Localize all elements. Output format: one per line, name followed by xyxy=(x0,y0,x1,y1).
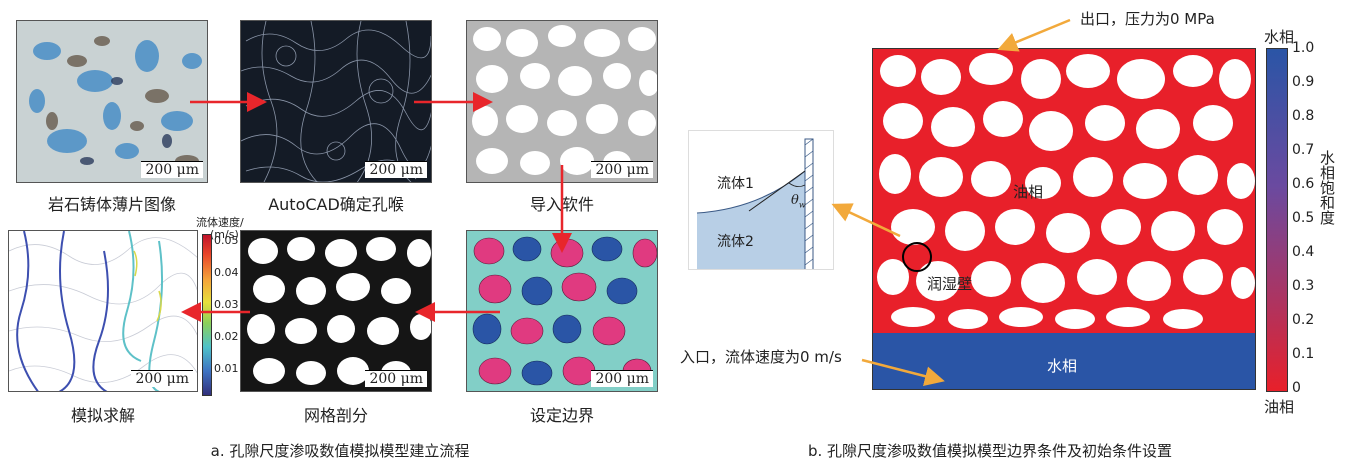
saturation-tick: 0.8 xyxy=(1292,108,1315,124)
velocity-tick: 0.02 xyxy=(214,330,239,343)
saturation-tick: 0.5 xyxy=(1292,210,1315,226)
fluid2-label: 流体2 xyxy=(717,234,754,250)
fluid1-label: 流体1 xyxy=(717,176,754,192)
saturation-tick: 0.7 xyxy=(1292,142,1315,158)
thin-section-panel: 200 μm xyxy=(16,20,208,183)
oil-phase-label: 油相 xyxy=(1013,183,1044,201)
panel-label-mesh: 网格剖分 xyxy=(303,406,368,425)
mesh-panel: 200 μm xyxy=(240,230,432,392)
scale-bar: 200 μm xyxy=(365,161,427,178)
panel-label-boundary: 设定边界 xyxy=(529,406,594,425)
caption-left: a. 孔隙尺度渗吸数值模拟模型建立流程 xyxy=(210,442,470,460)
saturation-tick: 0.3 xyxy=(1292,278,1315,294)
velocity-colorbar-title: 流体速度/ xyxy=(196,216,244,229)
saturation-tick: 0.1 xyxy=(1292,346,1315,362)
saturation-tick: 0.6 xyxy=(1292,176,1315,192)
contact-angle-diagram xyxy=(696,138,814,269)
saturation-colorbar-top: 水相 xyxy=(1264,28,1295,46)
scale-bar: 200 μm xyxy=(141,161,203,178)
velocity-colorbar-unit: (m/s) xyxy=(210,228,239,241)
water-phase-label: 水相 xyxy=(1047,357,1078,375)
simulation-panel: 200 μm xyxy=(8,230,198,392)
theta-label: θw xyxy=(791,193,806,210)
scale-bar: 200 μm xyxy=(591,370,653,387)
scale-bar: 200 μm xyxy=(591,161,653,178)
velocity-tick: 0.03 xyxy=(214,298,239,311)
initial-saturation-field xyxy=(873,49,1255,389)
panel-label-autocad: AutoCAD确定孔喉 xyxy=(268,195,404,214)
theta-subscript: w xyxy=(798,200,806,210)
panel-label-simulation: 模拟求解 xyxy=(70,406,135,425)
saturation-tick: 0.4 xyxy=(1292,244,1315,260)
saturation-colorbar xyxy=(1266,48,1288,392)
saturation-tick: 1.0 xyxy=(1292,40,1315,56)
caption-right: b. 孔隙尺度渗吸数值模拟模型边界条件及初始条件设置 xyxy=(807,442,1173,460)
boundary-geometry xyxy=(467,231,657,391)
autocad-panel: 200 μm xyxy=(240,20,432,183)
wetting-inset: 流体1 流体2 θw xyxy=(688,130,834,270)
boundary-panel: 200 μm xyxy=(466,230,658,392)
saturation-tick: 0.9 xyxy=(1292,74,1315,90)
import-panel: 200 μm xyxy=(466,20,658,183)
mesh-geometry xyxy=(241,231,431,391)
autocad-pore-outline xyxy=(241,21,431,182)
saturation-axis-title: 水相饱和度 xyxy=(1318,150,1336,225)
import-geometry xyxy=(467,21,657,182)
saturation-tick: 0.2 xyxy=(1292,312,1315,328)
saturation-colorbar-bottom: 油相 xyxy=(1264,398,1295,416)
theta-symbol: θ xyxy=(791,193,799,208)
scale-bar: 200 μm xyxy=(365,370,427,387)
inlet-label: 入口，流体速度为0 m/s xyxy=(680,348,842,366)
panel-label-thin-section: 岩石铸体薄片图像 xyxy=(47,195,176,214)
velocity-tick: 0.05 xyxy=(214,234,239,247)
domain-panel: 油相 润湿壁 水相 xyxy=(872,48,1256,390)
scale-bar: 200 μm xyxy=(131,370,193,387)
velocity-field xyxy=(9,231,197,391)
saturation-tick: 0 xyxy=(1292,380,1301,396)
outlet-label: 出口，压力为0 MPa xyxy=(1080,10,1215,28)
velocity-tick: 0.04 xyxy=(214,266,239,279)
velocity-tick: 0.01 xyxy=(214,362,239,375)
thin-section-image xyxy=(17,21,207,182)
workflow-arrows xyxy=(181,92,572,322)
wetting-wall-label: 润湿壁 xyxy=(927,275,973,293)
velocity-colorbar xyxy=(202,234,212,396)
